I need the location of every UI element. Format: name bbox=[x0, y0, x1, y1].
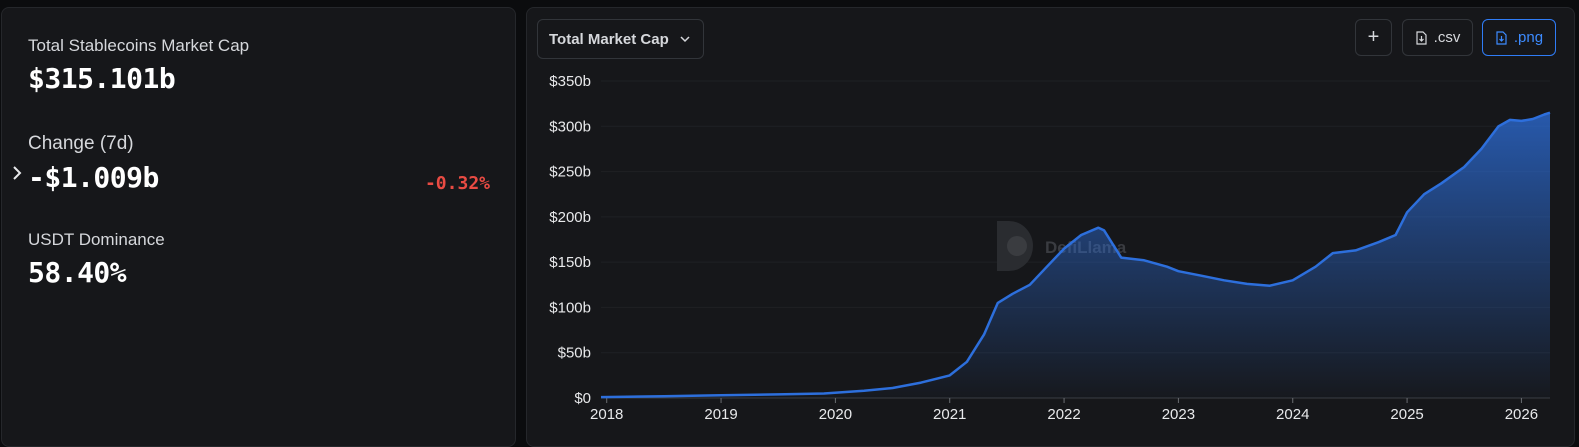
x-tick-label: 2023 bbox=[1162, 406, 1195, 423]
y-tick-label: $300b bbox=[549, 118, 591, 135]
market-cap-area bbox=[601, 112, 1550, 398]
png-label: .png bbox=[1513, 29, 1544, 46]
file-download-icon bbox=[1416, 30, 1427, 45]
plus-icon: + bbox=[1367, 26, 1380, 48]
x-tick-label: 2021 bbox=[933, 406, 966, 423]
change-percent: -0.32% bbox=[424, 173, 490, 194]
market-cap-label: Total Stablecoins Market Cap bbox=[28, 36, 250, 55]
change-label: Change (7d) bbox=[28, 133, 134, 154]
csv-label: .csv bbox=[1433, 29, 1461, 46]
chevron-right-icon[interactable] bbox=[10, 164, 24, 182]
defillama-logo-icon bbox=[997, 221, 1033, 271]
x-tick-label: 2018 bbox=[590, 406, 623, 423]
y-tick-label: $250b bbox=[549, 164, 591, 181]
change-value: -$1.009b bbox=[28, 161, 159, 194]
chart-panel: Total Market Cap + .csv .png $0 $50b $100b… bbox=[526, 7, 1575, 447]
stats-panel: Total Stablecoins Market Cap $315.101b C… bbox=[1, 7, 516, 447]
x-tick-label: 2019 bbox=[704, 406, 737, 423]
market-cap-line bbox=[600, 111, 1551, 399]
chart-type-dropdown[interactable]: Total Market Cap bbox=[537, 19, 704, 59]
dominance-value: 58.40% bbox=[28, 256, 127, 289]
download-png-button[interactable]: .png bbox=[1482, 19, 1556, 56]
x-axis: 2018 2019 2020 2021 2022 2023 2024 2025 2026 bbox=[590, 398, 1538, 423]
x-tick-label: 2026 bbox=[1505, 406, 1538, 423]
market-cap-value: $315.101b bbox=[28, 62, 176, 95]
x-tick-label: 2020 bbox=[819, 406, 852, 423]
dominance-label: USDT Dominance bbox=[28, 230, 165, 249]
y-tick-label: $50b bbox=[558, 345, 591, 362]
market-cap-chart[interactable]: $0 $50b $100b $150b $200b $250b $300b $350b 201… bbox=[527, 8, 1576, 436]
y-tick-label: $0 bbox=[574, 390, 591, 407]
y-tick-label: $150b bbox=[549, 254, 591, 271]
add-button[interactable]: + bbox=[1355, 19, 1392, 56]
y-tick-label: $100b bbox=[549, 299, 591, 316]
download-csv-button[interactable]: .csv bbox=[1402, 19, 1473, 56]
x-tick-label: 2025 bbox=[1390, 406, 1423, 423]
y-tick-label: $200b bbox=[549, 209, 591, 226]
y-tick-label: $350b bbox=[549, 73, 591, 90]
x-tick-label: 2024 bbox=[1276, 406, 1309, 423]
file-image-icon bbox=[1496, 30, 1507, 45]
y-axis: $0 $50b $100b $150b $200b $250b $300b $350b bbox=[549, 73, 591, 407]
chevron-down-icon bbox=[680, 36, 690, 43]
x-tick-label: 2022 bbox=[1047, 406, 1080, 423]
dropdown-label: Total Market Cap bbox=[549, 30, 669, 48]
